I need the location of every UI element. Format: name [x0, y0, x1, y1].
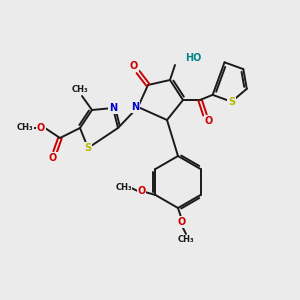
Text: O: O: [49, 153, 57, 163]
Text: N: N: [109, 103, 117, 113]
Text: CH₃: CH₃: [72, 85, 88, 94]
Text: S: S: [84, 143, 92, 153]
Text: HO: HO: [185, 53, 201, 63]
Text: O: O: [130, 61, 138, 71]
Text: O: O: [178, 217, 186, 227]
Text: CH₃: CH₃: [17, 124, 33, 133]
Text: S: S: [228, 97, 235, 107]
Text: O: O: [37, 123, 45, 133]
Text: CH₃: CH₃: [115, 182, 132, 191]
Text: O: O: [205, 116, 213, 126]
Text: O: O: [137, 186, 146, 196]
Text: CH₃: CH₃: [178, 236, 194, 244]
Text: N: N: [131, 102, 139, 112]
